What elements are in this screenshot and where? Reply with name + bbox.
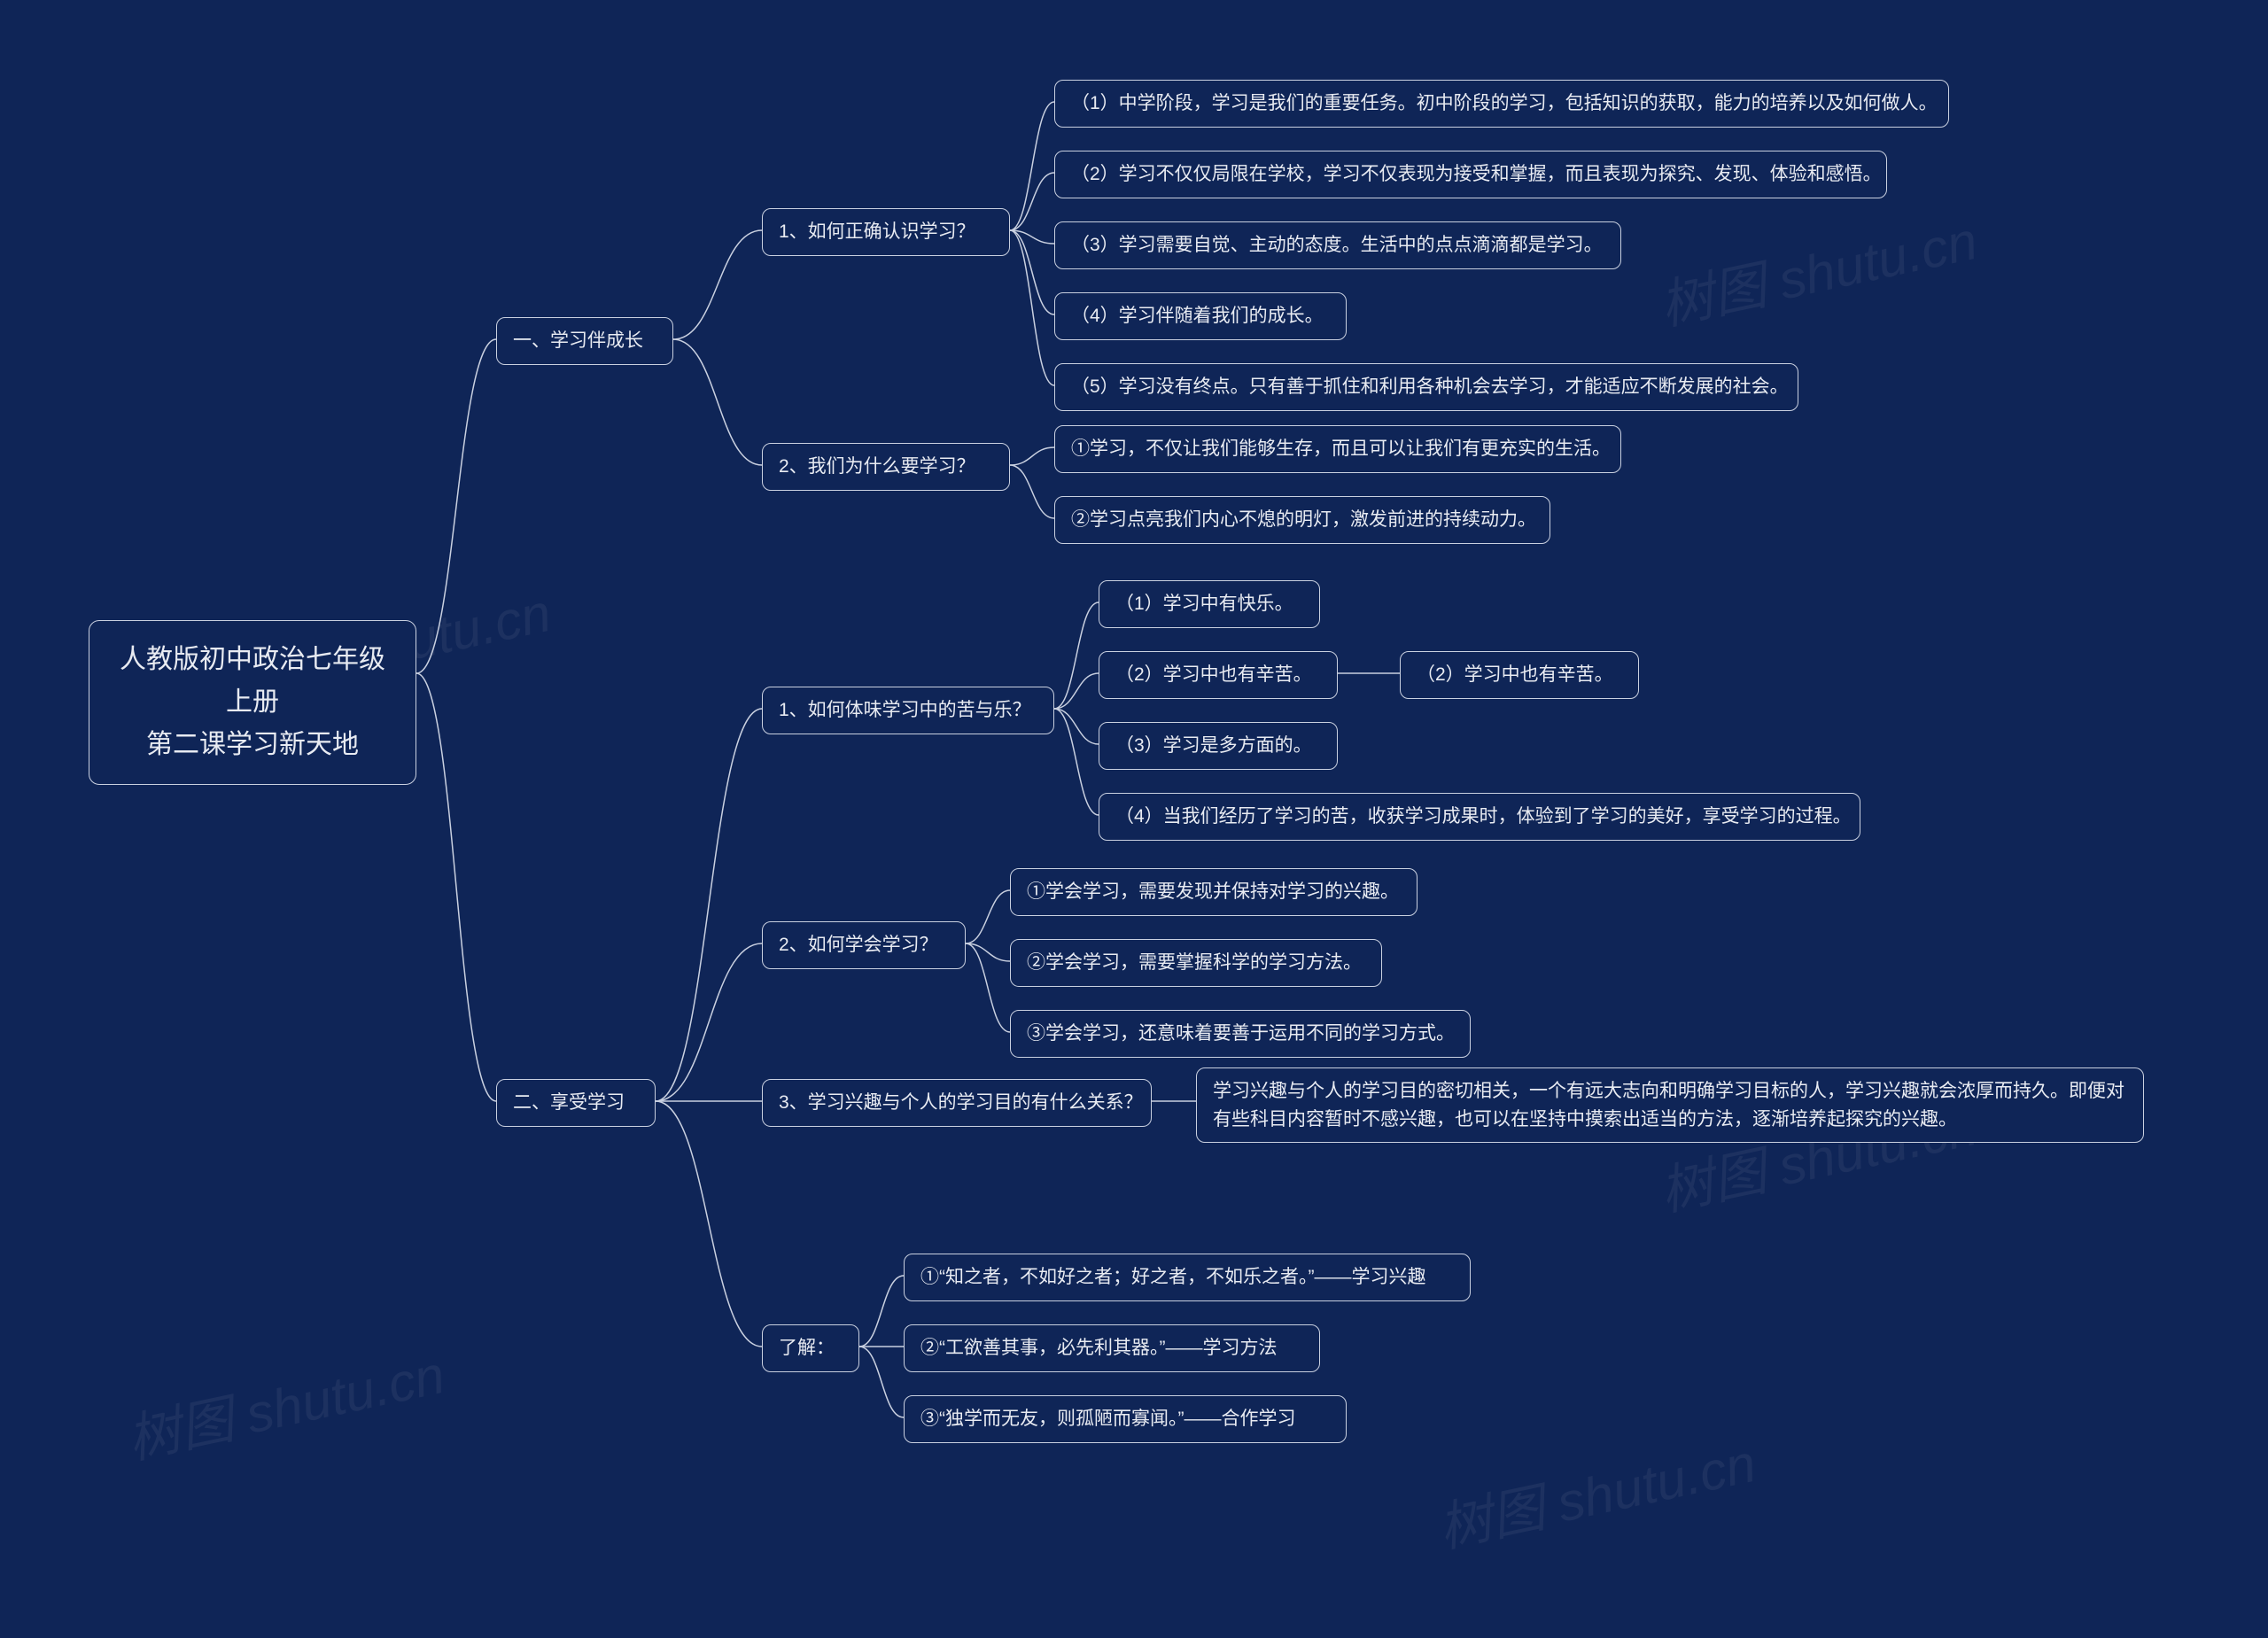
edge-b1-b1_2 bbox=[673, 339, 762, 465]
node-b2_1c: （3）学习是多方面的。 bbox=[1099, 722, 1338, 770]
node-b2: 二、享受学习 bbox=[496, 1079, 656, 1127]
edge-b1_1-b1_1b bbox=[1010, 173, 1054, 230]
edge-b2_1-b2_1b bbox=[1054, 673, 1099, 709]
node-b1_1b: （2）学习不仅仅局限在学校，学习不仅表现为接受和掌握，而且表现为探究、发现、体验… bbox=[1054, 151, 1887, 198]
node-b1_2b: ②学习点亮我们内心不熄的明灯，激发前进的持续动力。 bbox=[1054, 496, 1550, 544]
node-b2_1a: （1）学习中有快乐。 bbox=[1099, 580, 1320, 628]
edge-b1_2-b1_2a bbox=[1010, 447, 1054, 465]
edge-b2_2-b2_2a bbox=[966, 890, 1010, 943]
node-b2_1b: （2）学习中也有辛苦。 bbox=[1099, 651, 1338, 699]
edge-b2_1-b2_1a bbox=[1054, 602, 1099, 709]
edge-b2_4-b2_4a bbox=[859, 1276, 904, 1347]
node-b2_4: 了解： bbox=[762, 1324, 859, 1372]
node-b1_1d: （4）学习伴随着我们的成长。 bbox=[1054, 292, 1347, 340]
edge-b2_1-b2_1c bbox=[1054, 709, 1099, 744]
edge-b1_1-b1_1e bbox=[1010, 230, 1054, 385]
node-b2_2b: ②学会学习，需要掌握科学的学习方法。 bbox=[1010, 939, 1382, 987]
edge-root-b2 bbox=[416, 673, 496, 1101]
edge-b2-b2_4 bbox=[656, 1101, 762, 1347]
node-b1_2a: ①学习，不仅让我们能够生存，而且可以让我们有更充实的生活。 bbox=[1054, 425, 1621, 473]
node-b2_4c: ③“独学而无友，则孤陋而寡闻。”——合作学习 bbox=[904, 1395, 1347, 1443]
node-b1: 一、学习伴成长 bbox=[496, 317, 673, 365]
edge-b1_1-b1_1a bbox=[1010, 102, 1054, 230]
node-b1_1: 1、如何正确认识学习？ bbox=[762, 208, 1010, 256]
node-b2_1d: （4）当我们经历了学习的苦，收获学习成果时，体验到了学习的美好，享受学习的过程。 bbox=[1099, 793, 1860, 841]
node-b2_2c: ③学会学习，还意味着要善于运用不同的学习方式。 bbox=[1010, 1010, 1471, 1058]
node-b2_4a: ①“知之者，不如好之者；好之者，不如乐之者。”——学习兴趣 bbox=[904, 1254, 1471, 1301]
edge-b2-b2_2 bbox=[656, 943, 762, 1101]
edge-root-b1 bbox=[416, 339, 496, 673]
node-b1_1c: （3）学习需要自觉、主动的态度。生活中的点点滴滴都是学习。 bbox=[1054, 221, 1621, 269]
node-root: 人教版初中政治七年级上册第二课学习新天地 bbox=[89, 620, 416, 785]
node-b2_1b2: （2）学习中也有辛苦。 bbox=[1400, 651, 1639, 699]
edge-b2_1-b2_1d bbox=[1054, 709, 1099, 815]
node-b1_1e: （5）学习没有终点。只有善于抓住和利用各种机会去学习，才能适应不断发展的社会。 bbox=[1054, 363, 1798, 411]
node-b1_2: 2、我们为什么要学习？ bbox=[762, 443, 1010, 491]
node-b2_3a: 学习兴趣与个人的学习目的密切相关，一个有远大志向和明确学习目标的人，学习兴趣就会… bbox=[1196, 1067, 2144, 1143]
node-b2_4b: ②“工欲善其事，必先利其器。”——学习方法 bbox=[904, 1324, 1320, 1372]
edge-b1_2-b1_2b bbox=[1010, 465, 1054, 518]
edge-b2-b2_1 bbox=[656, 709, 762, 1101]
node-b2_2: 2、如何学会学习？ bbox=[762, 921, 966, 969]
node-b2_2a: ①学会学习，需要发现并保持对学习的兴趣。 bbox=[1010, 868, 1418, 916]
node-b2_3: 3、学习兴趣与个人的学习目的有什么关系？ bbox=[762, 1079, 1152, 1127]
edge-b1-b1_1 bbox=[673, 230, 762, 339]
edge-b2_4-b2_4c bbox=[859, 1347, 904, 1417]
node-b2_1: 1、如何体味学习中的苦与乐？ bbox=[762, 687, 1054, 734]
node-b1_1a: （1）中学阶段，学习是我们的重要任务。初中阶段的学习，包括知识的获取，能力的培养… bbox=[1054, 80, 1949, 128]
edge-b2_2-b2_2c bbox=[966, 943, 1010, 1032]
